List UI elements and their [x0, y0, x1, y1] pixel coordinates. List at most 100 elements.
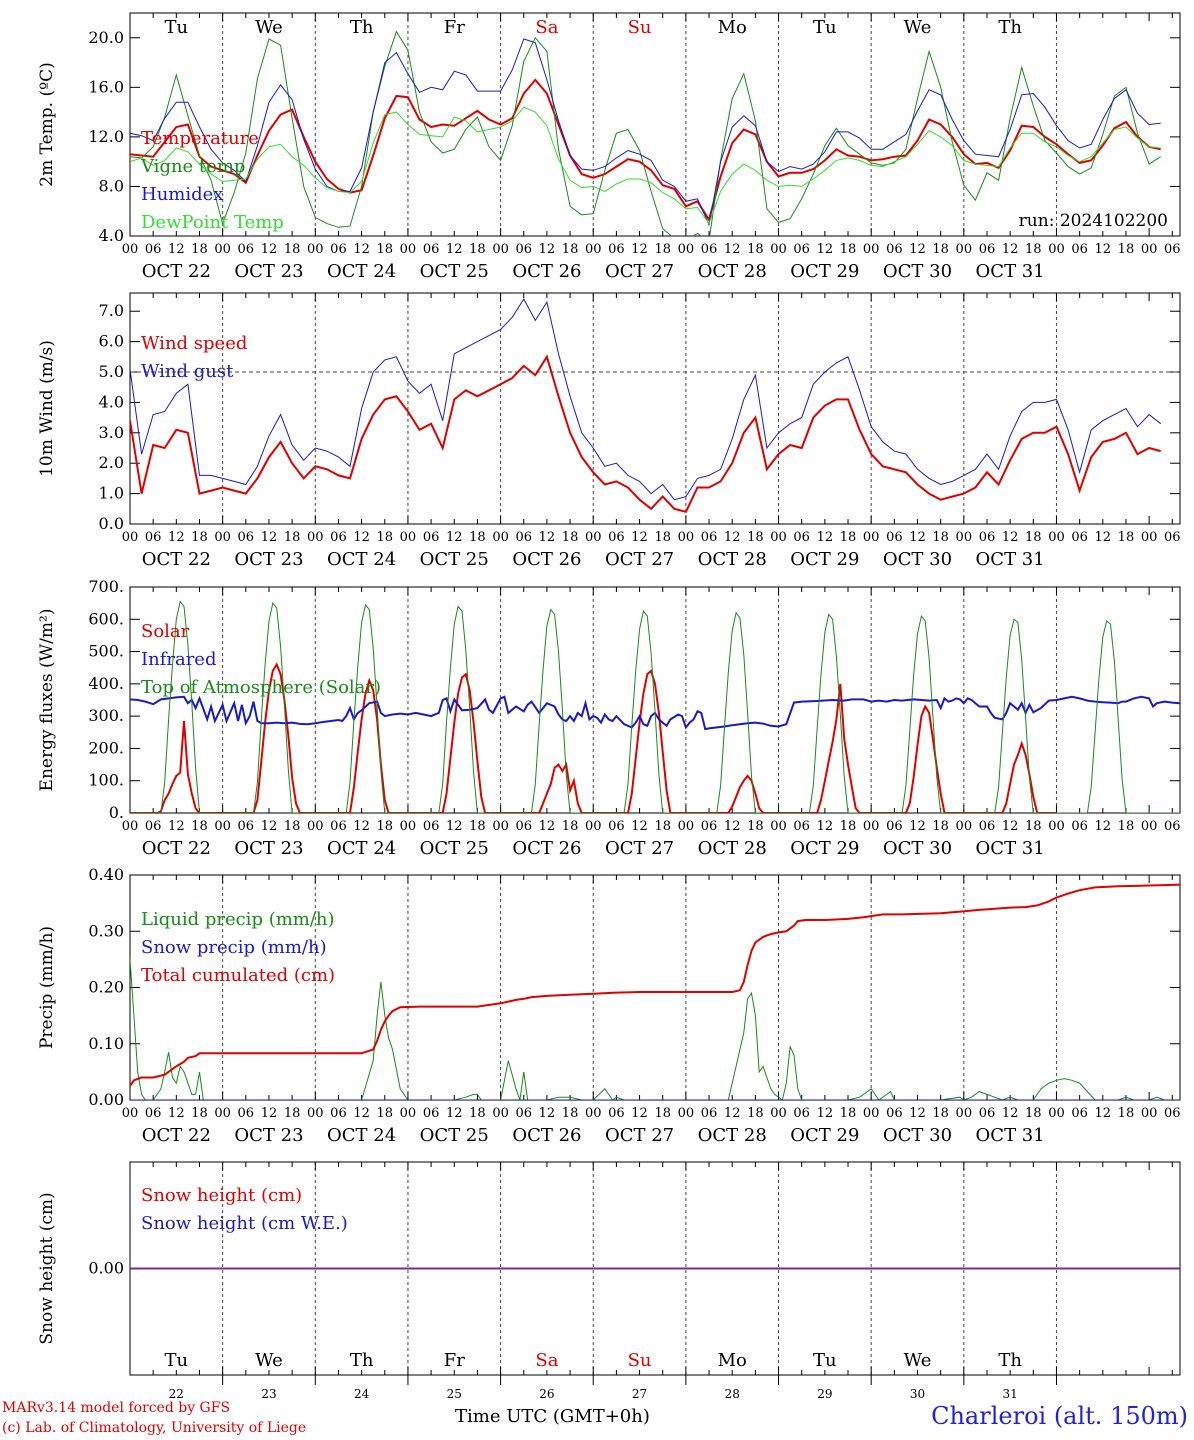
- hour-tick-label: 06: [979, 242, 996, 257]
- date-label: OCT 27: [605, 261, 674, 282]
- hour-tick-label: 18: [932, 530, 949, 545]
- hour-tick-label: 06: [886, 242, 903, 257]
- hour-tick-label: 18: [747, 242, 764, 257]
- hour-tick-label: 18: [1118, 819, 1135, 834]
- y-tick-label: 6.0: [99, 332, 124, 351]
- series-line: [130, 106, 1161, 225]
- hour-tick-label: 12: [909, 530, 926, 545]
- hour-tick-label: 18: [191, 242, 208, 257]
- hour-tick-label: 06: [238, 1106, 255, 1121]
- hour-tick-label: 00: [770, 530, 787, 545]
- hour-tick-label: 18: [191, 530, 208, 545]
- hour-tick-label: 12: [353, 1106, 370, 1121]
- hour-tick-label: 00: [400, 819, 417, 834]
- hour-tick-label: 00: [1048, 530, 1065, 545]
- legend-entry: Wind gust: [141, 361, 234, 382]
- hour-tick-label: 00: [307, 242, 324, 257]
- date-label: OCT 29: [790, 549, 859, 570]
- hour-tick-label: 00: [307, 530, 324, 545]
- hour-tick-label: 12: [724, 819, 741, 834]
- hour-tick-label: 06: [608, 1106, 625, 1121]
- legend-entry: Infrared: [141, 649, 216, 670]
- hour-tick-label: 18: [1025, 1106, 1042, 1121]
- hour-tick-label: 06: [1071, 242, 1088, 257]
- hour-tick-label: 06: [608, 242, 625, 257]
- legend-entry: Snow height (cm): [141, 1185, 302, 1206]
- date-label: OCT 30: [883, 1125, 952, 1146]
- hour-tick-label: 12: [168, 819, 185, 834]
- hour-tick-label: 00: [1048, 1106, 1065, 1121]
- hour-tick-label: 18: [284, 242, 301, 257]
- hour-tick-label: 06: [793, 530, 810, 545]
- hour-tick-label: 18: [654, 1106, 671, 1121]
- hour-tick-label: 12: [539, 242, 556, 257]
- y-tick-label: 2.0: [99, 453, 124, 472]
- hour-tick-label: 18: [1118, 1106, 1135, 1121]
- hour-tick-label: 18: [377, 530, 394, 545]
- hour-tick-label: 18: [1025, 242, 1042, 257]
- hour-tick-label: 18: [562, 1106, 579, 1121]
- hour-tick-label: 06: [145, 819, 162, 834]
- hour-tick-label: 18: [747, 1106, 764, 1121]
- hour-tick-label: 12: [909, 1106, 926, 1121]
- hour-tick-label: 06: [886, 530, 903, 545]
- hour-tick-label: 00: [492, 242, 509, 257]
- date-label: OCT 22: [142, 1125, 211, 1146]
- series-line: [130, 38, 1161, 227]
- hour-tick-label: 00: [400, 242, 417, 257]
- series-line: [130, 883, 1180, 1087]
- hour-tick-label: 00: [492, 530, 509, 545]
- hour-tick-label: 00: [1141, 819, 1158, 834]
- hour-tick-label: 00: [492, 1106, 509, 1121]
- legend-entry: Wind speed: [141, 333, 247, 354]
- day-name: Th: [350, 17, 374, 38]
- series-line: [130, 78, 1161, 223]
- hour-tick-label: 12: [1095, 1106, 1112, 1121]
- date-label: OCT 31: [976, 261, 1045, 282]
- hour-tick-label: 00: [585, 1106, 602, 1121]
- series-line: [130, 354, 1161, 513]
- y-tick-label: 0.00: [88, 1090, 124, 1109]
- hour-tick-label: 12: [446, 530, 463, 545]
- hour-tick-label: 06: [1071, 530, 1088, 545]
- hour-tick-label: 18: [654, 819, 671, 834]
- series-line: [130, 959, 1180, 1100]
- hour-tick-label: 00: [214, 530, 231, 545]
- run-label: run: 2024102200: [1019, 211, 1168, 231]
- day-number: 31: [1003, 1387, 1018, 1400]
- meteogram: 4.0 8.0 12.0 16.0 20.0 2m Temp. (ºC) Temperatu…: [37, 12, 1181, 1400]
- day-name: Th: [998, 17, 1022, 38]
- date-label: OCT 26: [512, 549, 581, 570]
- hour-tick-label: 18: [840, 1106, 857, 1121]
- date-label: OCT 23: [234, 838, 303, 859]
- date-label: OCT 22: [142, 261, 211, 282]
- hour-tick-label: 12: [261, 1106, 278, 1121]
- hour-tick-label: 12: [724, 530, 741, 545]
- hour-tick-label: 00: [863, 1106, 880, 1121]
- y-tick-label: 0.0: [99, 514, 124, 533]
- series-line: [130, 695, 1180, 731]
- hour-tick-label: 06: [608, 819, 625, 834]
- hour-tick-label: 06: [1164, 1106, 1181, 1121]
- hour-tick-label: 12: [631, 1106, 648, 1121]
- hour-tick-label: 00: [678, 819, 695, 834]
- y-tick-label: 0.40: [88, 865, 124, 884]
- date-label: OCT 26: [512, 838, 581, 859]
- day-number: 23: [261, 1387, 276, 1400]
- date-label: OCT 28: [698, 838, 767, 859]
- date-label: OCT 31: [976, 1125, 1045, 1146]
- hour-tick-label: 00: [770, 1106, 787, 1121]
- hour-tick-label: 12: [631, 819, 648, 834]
- y-tick-label: 8.0: [99, 176, 124, 195]
- hour-tick-label: 18: [1118, 242, 1135, 257]
- hour-tick-label: 06: [145, 242, 162, 257]
- hour-tick-label: 18: [654, 242, 671, 257]
- hour-tick-label: 18: [469, 530, 486, 545]
- hour-tick-label: 00: [585, 819, 602, 834]
- y-tick-label: 300.: [88, 706, 124, 725]
- hour-tick-label: 00: [863, 819, 880, 834]
- hour-tick-label: 18: [469, 1106, 486, 1121]
- hour-tick-label: 12: [1095, 819, 1112, 834]
- day-name: Sa: [535, 17, 558, 38]
- y-tick-label: 200.: [88, 738, 124, 757]
